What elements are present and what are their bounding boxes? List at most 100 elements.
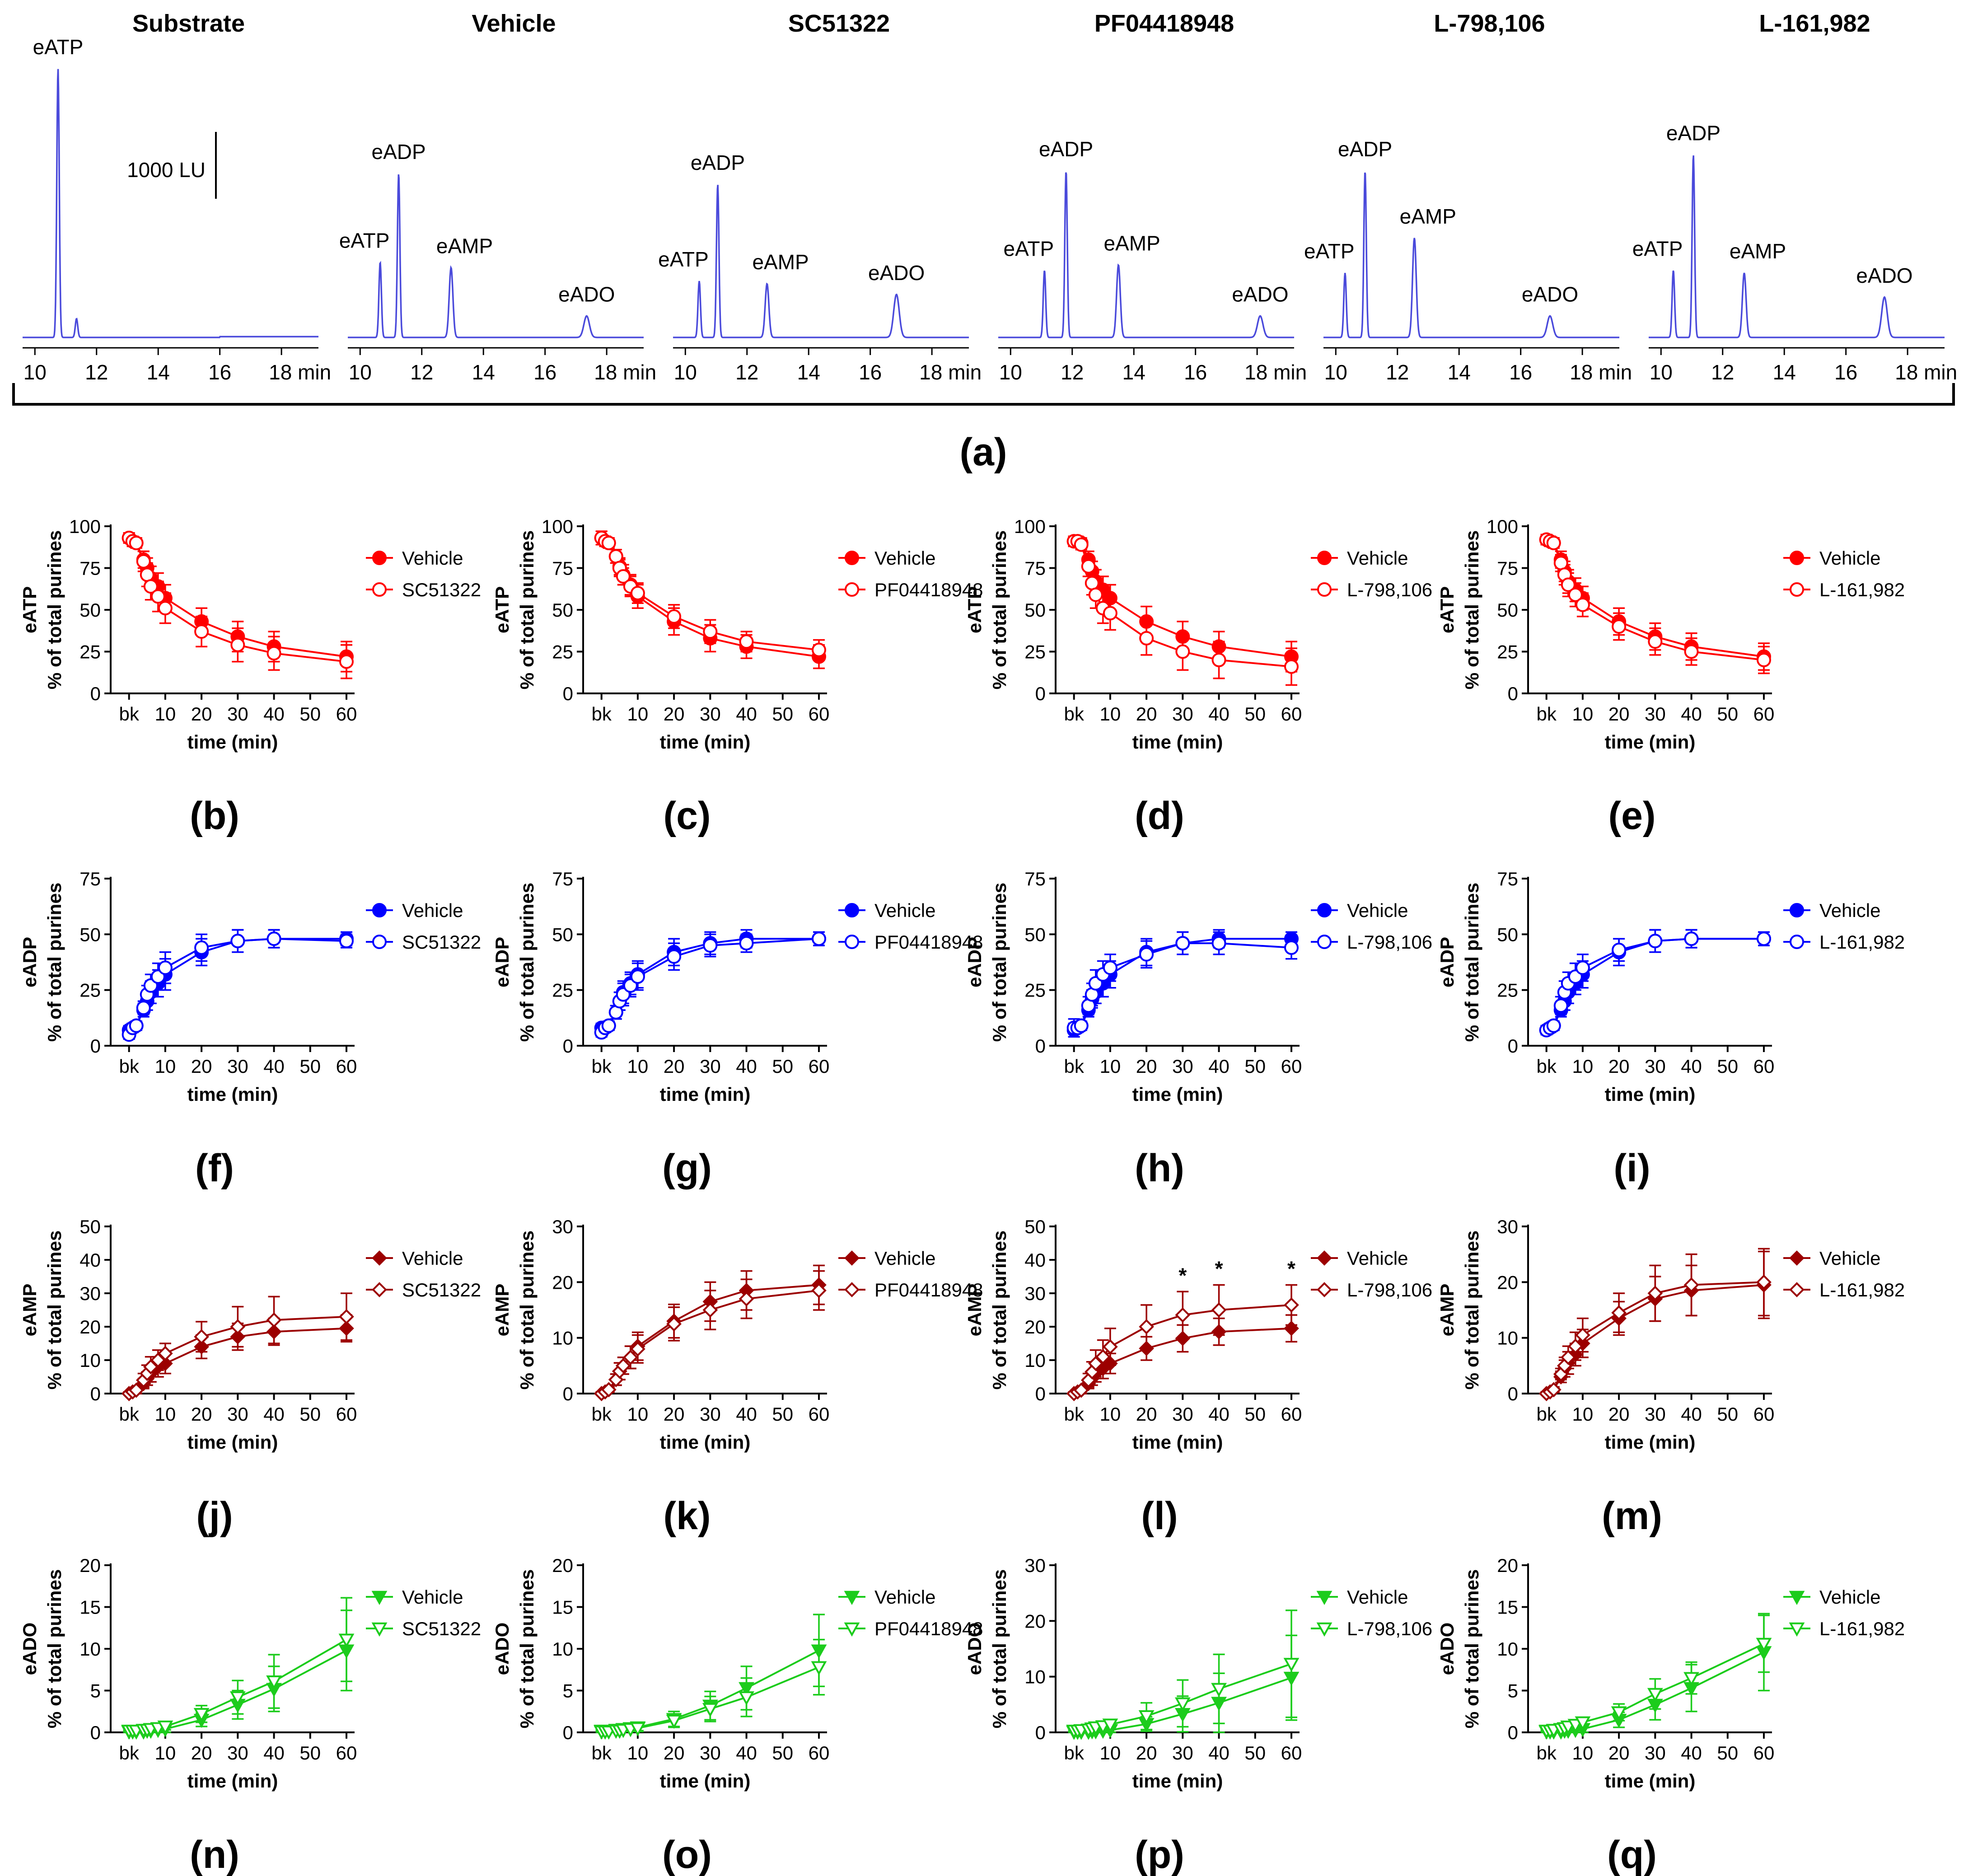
y-tick-label: 20 bbox=[79, 1555, 101, 1576]
data-point bbox=[601, 536, 616, 550]
x-tick-label: 50 bbox=[1717, 1403, 1738, 1425]
x-tick-label: 30 bbox=[1172, 1742, 1193, 1764]
legend-marker bbox=[371, 1622, 388, 1637]
data-point bbox=[1139, 631, 1154, 646]
data-point bbox=[623, 1350, 638, 1365]
y-tick-label: 30 bbox=[552, 1216, 573, 1237]
data-point bbox=[739, 1291, 754, 1307]
data-point bbox=[143, 1359, 159, 1375]
x-tick-label: 50 bbox=[772, 1742, 793, 1764]
peak-label-eamp: eAMP bbox=[436, 234, 493, 257]
x-tick-label: bk bbox=[1537, 1742, 1557, 1764]
x-tick-label: 40 bbox=[736, 1056, 757, 1077]
y-tick-label: 5 bbox=[1508, 1680, 1518, 1702]
x-tick-label: 50 bbox=[772, 703, 793, 725]
legend-label: L-798,106 bbox=[1347, 1279, 1432, 1301]
y-tick-label: 75 bbox=[79, 868, 101, 889]
chromatogram-trace bbox=[348, 174, 644, 338]
legend-marker bbox=[372, 903, 387, 917]
x-axis-title: time (min) bbox=[1605, 1770, 1696, 1792]
data-point bbox=[630, 969, 645, 984]
data-point bbox=[811, 1283, 827, 1298]
chromatogram-title: SC51322 bbox=[788, 10, 890, 37]
chromatogram-tick-label: 10 bbox=[999, 360, 1022, 384]
y-tick-label: 0 bbox=[90, 1383, 101, 1404]
legend-label: PF04418948 bbox=[874, 1618, 983, 1639]
data-point bbox=[601, 1018, 616, 1033]
data-point bbox=[158, 1346, 173, 1361]
data-point bbox=[1561, 577, 1576, 592]
data-point bbox=[1095, 1349, 1111, 1365]
y-axis-title: % of total purines bbox=[516, 1569, 538, 1728]
x-tick-label: 20 bbox=[1608, 1056, 1630, 1077]
y-tick-label: 75 bbox=[552, 558, 573, 579]
legend-label: Vehicle bbox=[1819, 547, 1880, 569]
data-point bbox=[703, 624, 718, 639]
y-tick-label: 30 bbox=[79, 1283, 101, 1304]
x-axis-title: time (min) bbox=[1605, 731, 1696, 753]
y-axis-title: % of total purines bbox=[1461, 1569, 1482, 1728]
legend-label: Vehicle bbox=[1347, 900, 1408, 921]
data-point bbox=[1103, 606, 1117, 621]
legend-marker bbox=[1789, 1622, 1805, 1637]
data-point bbox=[140, 567, 154, 582]
x-tick-label: bk bbox=[1537, 703, 1557, 725]
data-point bbox=[1553, 998, 1568, 1013]
y-axis-purine: eAMP bbox=[491, 1284, 513, 1337]
data-point bbox=[1756, 1637, 1772, 1652]
data-point bbox=[1568, 587, 1583, 602]
y-tick-label: 50 bbox=[1497, 924, 1518, 945]
legend-label: L-161,982 bbox=[1819, 931, 1905, 953]
legend-label: Vehicle bbox=[1819, 1586, 1880, 1608]
data-point bbox=[1175, 1307, 1191, 1323]
x-axis-title: time (min) bbox=[187, 1084, 278, 1105]
legend-marker bbox=[1790, 551, 1804, 565]
y-axis-title: % of total purines bbox=[516, 883, 538, 1042]
x-tick-label: 40 bbox=[736, 1742, 757, 1764]
data-point bbox=[266, 1675, 282, 1690]
x-tick-label: 60 bbox=[336, 703, 357, 725]
chromatogram-4: PF04418948 eATP eADP eAMP eADO 10 12 14 16 18 min bbox=[998, 10, 1307, 384]
data-point bbox=[1283, 1658, 1300, 1672]
chromatogram-trace bbox=[673, 185, 969, 338]
y-tick-label: 0 bbox=[1508, 1035, 1518, 1057]
data-point bbox=[1174, 1697, 1191, 1712]
data-point bbox=[630, 586, 645, 600]
y-axis-purine: eAMP bbox=[19, 1284, 40, 1337]
y-tick-label: 0 bbox=[90, 683, 101, 704]
data-point bbox=[1568, 1338, 1583, 1354]
y-tick-label: 75 bbox=[1497, 868, 1518, 889]
peak-label-eatp: eATP bbox=[1004, 237, 1054, 260]
x-tick-label: 20 bbox=[664, 1403, 685, 1425]
chromatogram-tick-label: 18 min bbox=[919, 360, 982, 384]
legend-marker bbox=[1790, 935, 1804, 949]
series-drug bbox=[122, 530, 354, 679]
y-axis-title: % of total purines bbox=[44, 530, 65, 689]
x-tick-label: 20 bbox=[1608, 1742, 1630, 1764]
y-axis-purine: eADP bbox=[19, 937, 40, 987]
y-tick-label: 10 bbox=[552, 1328, 573, 1349]
x-tick-label: 40 bbox=[736, 1403, 757, 1425]
x-tick-label: 30 bbox=[227, 703, 248, 725]
x-tick-label: 10 bbox=[1100, 1056, 1121, 1077]
x-axis-title: time (min) bbox=[660, 731, 751, 753]
data-point bbox=[1284, 659, 1299, 674]
legend-label: Vehicle bbox=[1347, 1248, 1408, 1269]
y-axis-purine: eADP bbox=[964, 937, 985, 987]
data-point bbox=[1611, 1305, 1627, 1320]
legend-label: SC51322 bbox=[402, 931, 481, 953]
x-tick-label: 40 bbox=[263, 1403, 285, 1425]
y-tick-label: 0 bbox=[1035, 1383, 1046, 1404]
x-tick-label: bk bbox=[119, 703, 140, 725]
chromatogram-title: Substrate bbox=[132, 10, 245, 37]
y-tick-label: 20 bbox=[552, 1272, 573, 1293]
panel-label: (p) bbox=[1135, 1833, 1184, 1876]
chromatogram-2: Vehicle eATP eADP eAMP eADO 10 12 14 16 18 min bbox=[339, 10, 656, 384]
legend-label: L-161,982 bbox=[1819, 1279, 1905, 1301]
data-point bbox=[129, 1018, 144, 1033]
x-tick-label: bk bbox=[1064, 1056, 1085, 1077]
y-tick-label: 50 bbox=[552, 924, 573, 945]
x-tick-label: 20 bbox=[664, 1742, 685, 1764]
panel-label: (n) bbox=[190, 1833, 239, 1876]
x-axis-title: time (min) bbox=[1132, 1084, 1223, 1105]
